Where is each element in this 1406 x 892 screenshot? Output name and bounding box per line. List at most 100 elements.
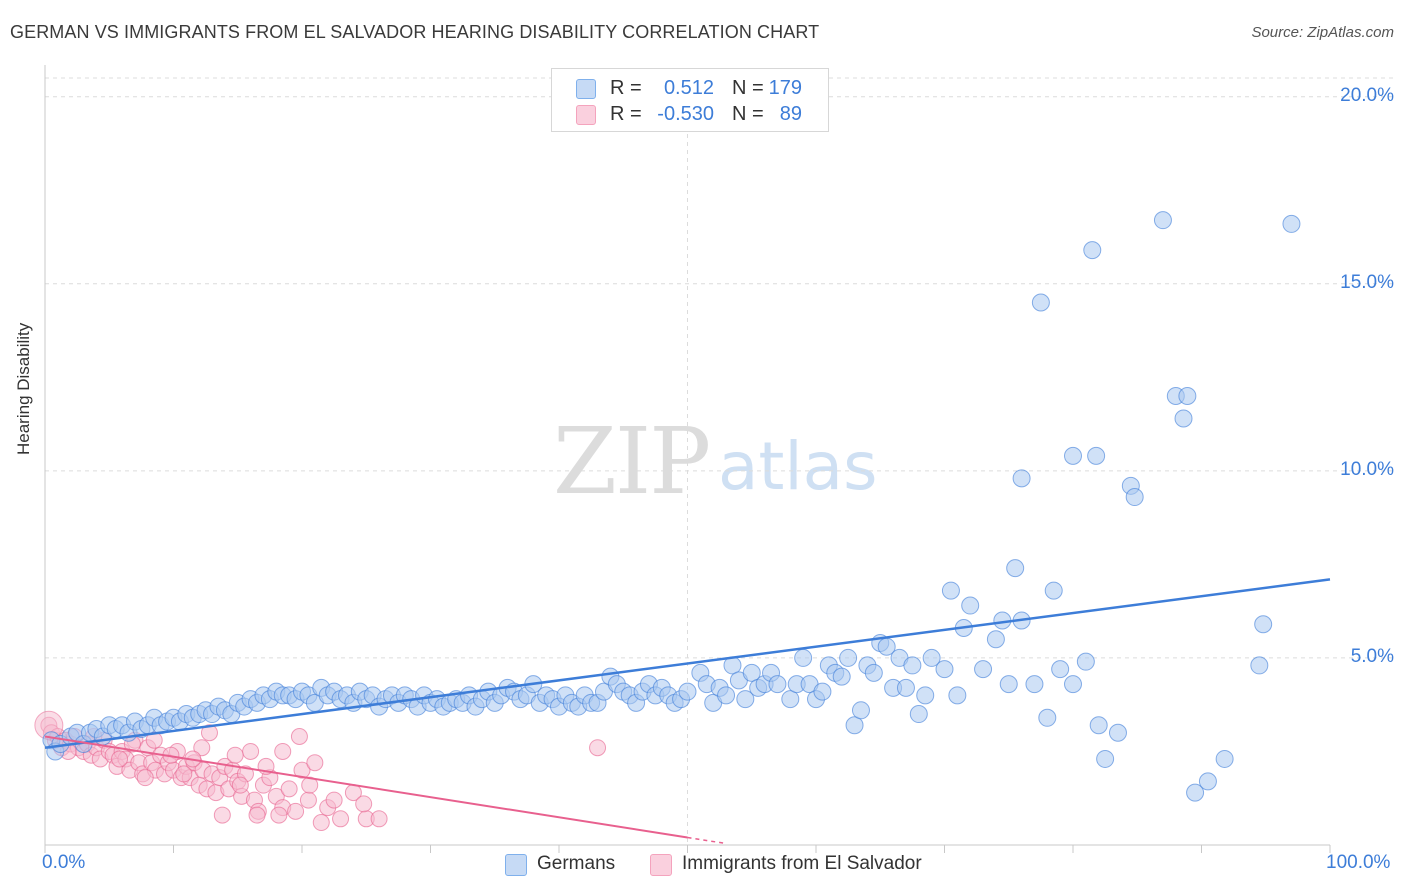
salvador-point [370,810,388,828]
salvador-point [290,727,308,745]
german-point [813,682,832,701]
r-label: R = [610,77,642,99]
german-point [896,678,915,697]
german-point [961,596,980,615]
german-point [1178,387,1197,406]
salvador-point [312,814,330,832]
grid [45,77,1395,845]
salvador-point [332,810,350,828]
german-point [1012,469,1031,488]
y-tick-label: 10.0% [1340,458,1394,480]
n-label: N = [732,103,764,125]
german-point [781,690,800,709]
german-point [1031,293,1050,312]
german-point [986,630,1005,649]
german-point [1025,675,1044,694]
salvador-point [293,761,311,779]
salvador-point [136,769,154,787]
salvador-point [175,765,193,783]
german-point [974,660,993,679]
germans-legend-swatch [505,854,527,876]
x-tick-min: 0.0% [42,852,86,873]
r-label: R = [610,103,642,125]
source-label: Source: ZipAtlas.com [1251,24,1394,41]
trend-lines [44,578,1331,845]
german-point [1153,211,1172,230]
watermark-atlas: atlas [718,428,878,505]
german-point [909,705,928,724]
german-point [922,648,941,667]
german-point [1006,559,1025,578]
german-point [948,686,967,705]
salvador-legend-label: Immigrants from El Salvador [682,853,922,874]
german-point [1083,241,1102,260]
german-point [1186,783,1205,802]
y-axis-label: Hearing Disability [14,322,33,455]
german-point [1282,214,1301,233]
chart-title: GERMAN VS IMMIGRANTS FROM EL SALVADOR HE… [10,22,820,42]
german-point [736,690,755,709]
german-point [678,682,697,701]
n-value: 179 [768,77,802,99]
german-point [1254,615,1273,634]
german-point [1051,660,1070,679]
legend-row-salvador: R = -0.530 N = 89 [552,101,828,127]
german-point [999,675,1018,694]
salvador-point [274,742,292,760]
german-point [1215,749,1234,768]
salvador-point [200,724,218,742]
x-tick-max: 100.0% [1326,852,1391,873]
salvador-point [270,806,288,824]
salvador-point [306,754,324,772]
salvador-legend-swatch [650,854,672,876]
germans-swatch [576,79,596,99]
german-point [851,701,870,720]
german-point [1064,675,1082,694]
y-tick-label: 20.0% [1340,84,1394,106]
y-tick-label: 5.0% [1350,645,1394,667]
salvador-point [213,806,231,824]
germans-legend-label: Germans [537,853,616,874]
correlation-legend: R = 0.512 N = 179 R = -0.530 N = 89 [551,68,829,132]
salvador-point [231,776,249,794]
salvador-point [287,802,305,820]
german-point [903,656,922,675]
watermark-zip: ZIP [553,408,711,515]
salvador-point [226,746,244,764]
r-value: -0.530 [657,103,714,125]
german-point [845,716,864,735]
legend-row-germans: R = 0.512 N = 179 [552,75,828,101]
german-point [1044,581,1063,600]
german-point [742,663,761,682]
german-point [941,581,960,600]
salvador-point [325,791,343,809]
n-value: 89 [779,103,802,125]
salvador-point [280,780,298,798]
german-point [1089,716,1108,735]
salvador-trend-extension [687,836,727,845]
german-point [794,648,813,667]
salvador-swatch [576,105,596,125]
salvador-points [34,710,607,832]
german-point [1038,708,1057,727]
german-points [42,211,1301,802]
germans-trend-line [44,578,1331,749]
german-point [864,663,883,682]
german-point [832,667,851,686]
salvador-point [299,791,317,809]
german-point [1064,446,1082,465]
german-point [717,686,736,705]
y-tick-label: 15.0% [1340,271,1394,293]
salvador-point [242,742,260,760]
n-label: N = [732,77,764,99]
german-point [1250,656,1269,675]
german-point [1198,772,1217,791]
salvador-point [193,739,211,757]
german-point [1076,652,1095,671]
german-point [768,675,787,694]
r-value: 0.512 [663,77,714,99]
salvador-point [589,739,607,757]
german-point [1087,446,1106,465]
german-point [1174,409,1193,428]
